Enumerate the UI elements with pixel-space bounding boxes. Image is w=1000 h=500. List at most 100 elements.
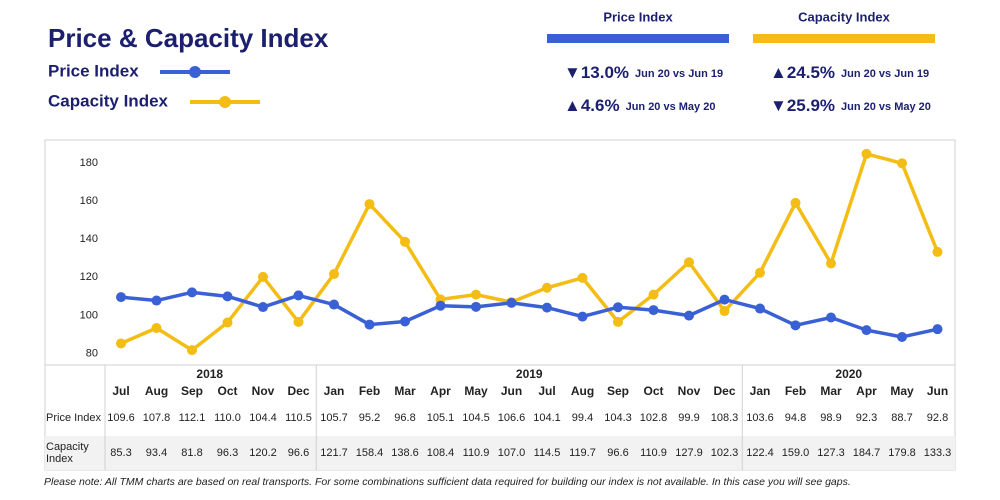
table-value: 103.6 — [746, 412, 774, 424]
series-line — [120, 290, 938, 339]
legend-label: Capacity Index — [48, 91, 169, 110]
data-point — [293, 290, 304, 301]
y-tick-label: 80 — [86, 347, 98, 359]
data-point — [116, 292, 126, 303]
table-value: 102.8 — [640, 412, 668, 424]
x-tick-label: Aug — [571, 384, 594, 398]
x-tick-label: May — [890, 384, 914, 398]
kpi-bar — [547, 34, 729, 43]
year-label: 2019 — [516, 367, 543, 381]
data-point — [932, 246, 943, 257]
series-line — [120, 152, 940, 352]
data-point — [471, 301, 481, 312]
x-tick-label: Oct — [643, 384, 663, 398]
row-label-box: Price Index — [46, 412, 101, 424]
data-point — [187, 345, 197, 356]
data-point — [471, 289, 481, 300]
kpi-line: ▼25.9% Jun 20 vs May 20 — [770, 96, 931, 115]
x-tick-label: Oct — [217, 384, 237, 398]
table-value: 105.1 — [427, 412, 455, 424]
data-point — [187, 287, 197, 298]
data-point — [861, 148, 872, 159]
chart-title: Price & Capacity Index — [48, 23, 329, 53]
data-point — [329, 269, 339, 280]
row-label-box: Capacity Index — [46, 441, 89, 465]
y-tick-label: 120 — [80, 271, 98, 283]
kpi-comparison: Jun 20 vs May 20 — [626, 101, 716, 113]
table-value: 93.4 — [146, 447, 167, 459]
data-point — [826, 312, 836, 323]
table-value: 108.4 — [427, 447, 455, 459]
x-tick-label: Jul — [112, 384, 129, 398]
table-value: 105.7 — [320, 412, 348, 424]
table-value: 104.1 — [533, 412, 561, 424]
data-point — [897, 158, 907, 169]
table-value: 94.8 — [785, 412, 806, 424]
y-tick-label: 100 — [80, 309, 98, 321]
table-value: 158.4 — [356, 447, 384, 459]
table-value: 104.5 — [462, 412, 490, 424]
data-point — [258, 302, 268, 313]
table-value: 102.3 — [711, 447, 739, 459]
table-value: 96.6 — [288, 447, 309, 459]
table-value: 184.7 — [853, 447, 881, 459]
data-point — [648, 305, 659, 316]
legend-marker — [219, 96, 231, 108]
x-tick-label: Jun — [501, 384, 522, 398]
table-value: 92.8 — [927, 412, 948, 424]
table-value: 120.2 — [249, 447, 277, 459]
x-tick-label: Sep — [607, 384, 629, 398]
data-point — [364, 319, 375, 330]
footnote: Please note: All TMM charts are based on… — [44, 476, 851, 488]
x-tick-label: Feb — [785, 384, 806, 398]
table-value: 99.9 — [678, 412, 699, 424]
table-value: 98.9 — [820, 412, 841, 424]
data-point — [684, 257, 694, 268]
data-point — [435, 300, 446, 311]
table-value: 122.4 — [746, 447, 774, 459]
year-label: 2018 — [196, 367, 223, 381]
legend-label: Price Index — [48, 61, 139, 80]
row-label: Capacity Index — [46, 441, 89, 465]
kpi-change: ▼13.0% — [564, 63, 629, 82]
x-tick-label: Mar — [394, 384, 416, 398]
data-point — [151, 295, 162, 306]
data-point — [613, 302, 623, 313]
table-value: 138.6 — [391, 447, 419, 459]
year-label: 2020 — [835, 367, 862, 381]
kpi-bar — [753, 34, 935, 43]
y-tick-label: 180 — [80, 157, 98, 169]
kpi-comparison: Jun 20 vs Jun 19 — [635, 68, 723, 80]
x-tick-label: Apr — [856, 384, 877, 398]
x-tick-label: Dec — [713, 384, 735, 398]
data-point — [116, 338, 126, 349]
data-point — [826, 258, 836, 269]
data-point — [293, 316, 304, 327]
kpi-comparison: Jun 20 vs May 20 — [841, 101, 931, 113]
table-value: 88.7 — [891, 412, 912, 424]
table-value: 104.3 — [604, 412, 632, 424]
kpi-change: ▲4.6% — [564, 96, 620, 115]
data-point — [577, 311, 588, 322]
table-value: 110.9 — [640, 447, 667, 459]
kpi-line: ▲24.5% Jun 20 vs Jun 19 — [770, 63, 929, 82]
table-value: 104.4 — [249, 412, 277, 424]
data-point — [258, 271, 268, 282]
data-point — [755, 267, 765, 278]
table-value: 179.8 — [888, 447, 916, 459]
kpi-comparison: Jun 20 vs Jun 19 — [841, 68, 929, 80]
kpi-change: ▲24.5% — [770, 63, 835, 82]
table-value: 96.8 — [394, 412, 415, 424]
kpi-change: ▼25.9% — [770, 96, 835, 115]
data-point — [364, 199, 375, 210]
data-point — [542, 282, 552, 293]
data-point — [400, 236, 410, 247]
data-point — [684, 310, 694, 321]
data-point — [790, 197, 801, 208]
x-tick-label: Apr — [430, 384, 451, 398]
table-value: 85.3 — [110, 447, 131, 459]
data-point — [577, 272, 588, 283]
x-tick-label: Jan — [750, 384, 771, 398]
table-value: 110.9 — [463, 447, 490, 459]
